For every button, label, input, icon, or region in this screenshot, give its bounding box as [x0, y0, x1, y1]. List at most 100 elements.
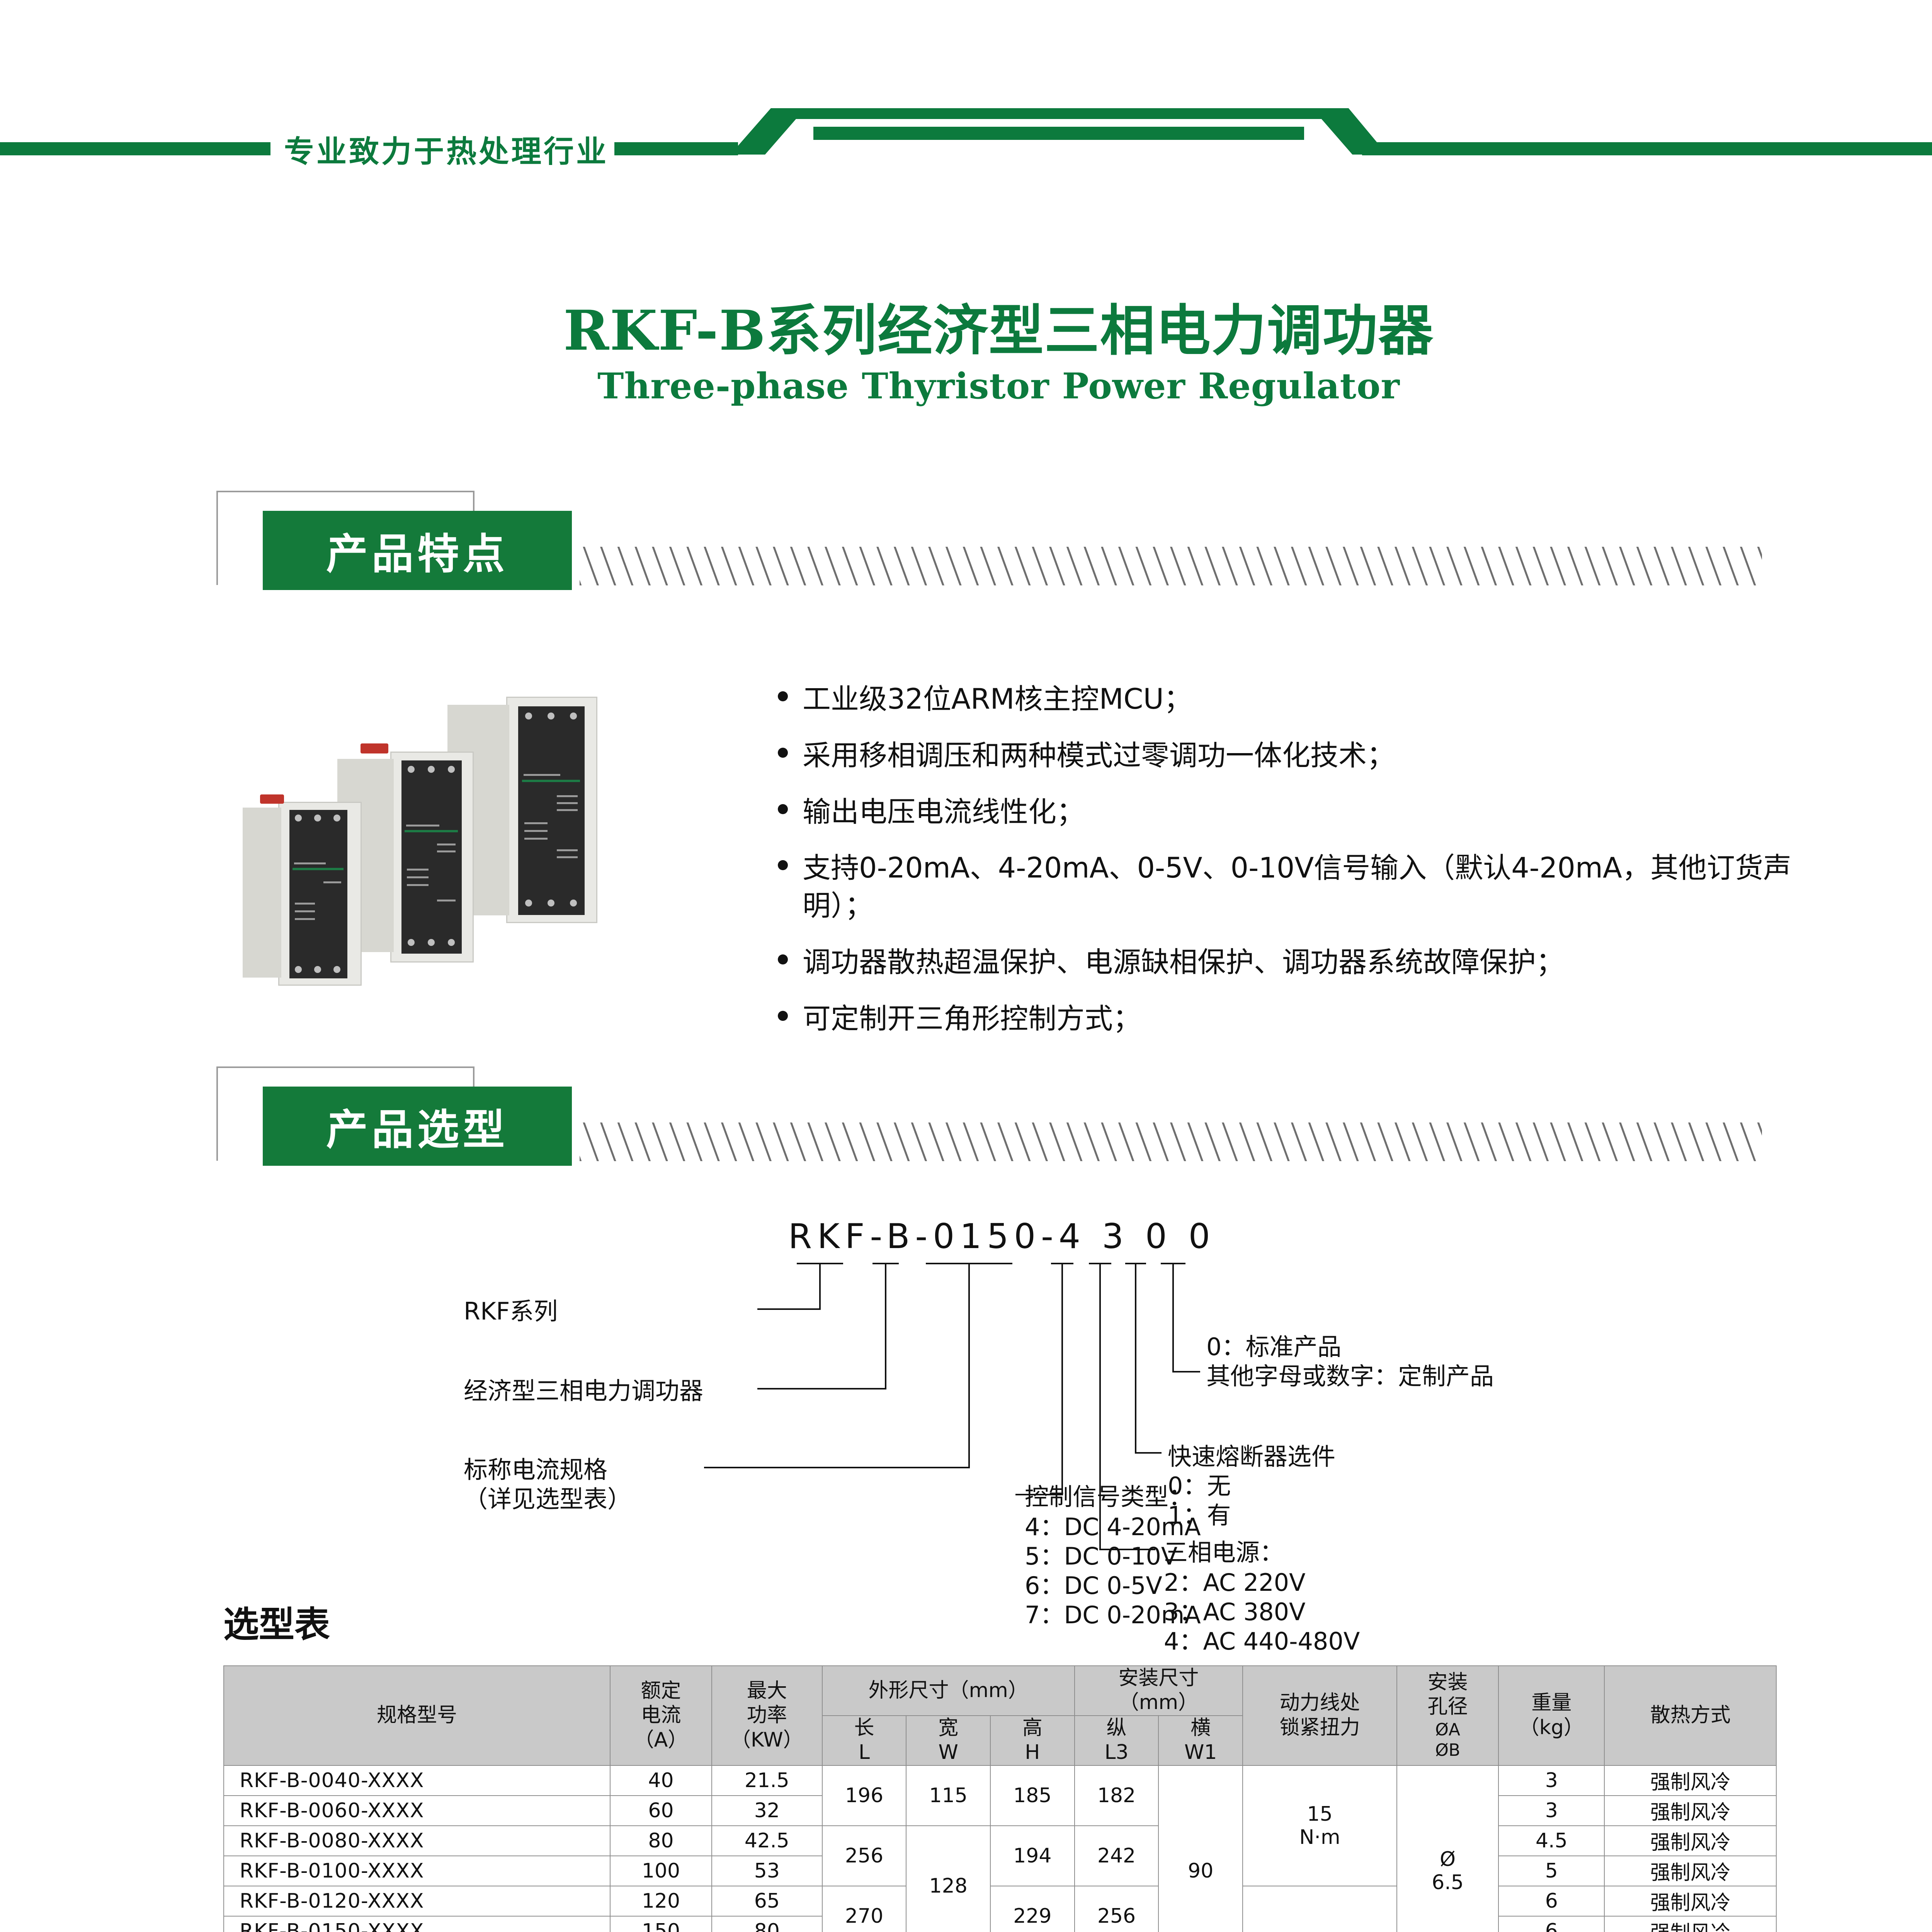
led-indicator — [570, 900, 577, 906]
hatch-decoration-features — [580, 547, 1762, 585]
model-label-fuse-0: 0：无 — [1168, 1472, 1231, 1500]
th-w1: 横 W1 — [1158, 1715, 1243, 1766]
model-label-signal-2: 6：DC 0-5V — [1025, 1571, 1162, 1600]
led-indicator — [448, 939, 455, 946]
cell-H: 194 — [990, 1825, 1075, 1886]
brand-stripe — [293, 868, 344, 870]
panel-print — [295, 910, 315, 912]
led-indicator — [408, 766, 415, 773]
terminal-cap — [260, 794, 284, 804]
panel-print — [524, 822, 548, 824]
header-chevron-decoration — [730, 108, 1387, 155]
th-install-dim-l1: 安装尺寸 — [1118, 1667, 1199, 1690]
product-photo — [240, 670, 696, 986]
cell-model: RKF-B-0150-XXXX — [223, 1915, 611, 1932]
model-code-leader-lines — [704, 1263, 1200, 1550]
list-item: 输出电压电流线性化； — [775, 793, 1857, 831]
th-l3-cn: 纵 — [1106, 1716, 1127, 1740]
cell-model: RKF-B-0080-XXXX — [223, 1825, 611, 1856]
th-width-sym: W — [938, 1741, 958, 1764]
panel-print — [295, 903, 315, 905]
hatch-decoration-selection — [580, 1122, 1762, 1161]
cell-model: RKF-B-0060-XXXX — [223, 1795, 611, 1826]
th-install-dimensions: 安装尺寸 （mm） — [1074, 1665, 1243, 1716]
cell-weight: 3 — [1498, 1765, 1605, 1796]
cell-H: 185 — [990, 1765, 1075, 1826]
th-hole-l1: 安装 — [1427, 1670, 1468, 1694]
th-length: 长 L — [821, 1715, 907, 1766]
panel-print — [437, 850, 456, 852]
th-hole-diameter: 安装 孔径 ØA ØB — [1396, 1665, 1499, 1766]
model-label-signal-title: 控制信号类型： — [1025, 1483, 1193, 1511]
feature-list: 工业级32位ARM核主控MCU； 采用移相调压和两种模式过零调功一体化技术； 输… — [759, 680, 1857, 1056]
panel-print — [437, 900, 456, 901]
th-weight-l1: 重量 — [1531, 1691, 1572, 1715]
cell-weight: 6 — [1498, 1885, 1605, 1917]
panel-print — [557, 856, 578, 858]
th-outer-dimensions: 外形尺寸（mm） — [821, 1665, 1075, 1716]
cell-cooling: 强制风冷 — [1604, 1855, 1777, 1886]
th-rated-current-l2: 电流 — [641, 1704, 681, 1727]
cell-max-power: 53 — [711, 1855, 823, 1886]
unit-front-panel — [289, 810, 347, 978]
model-label-current-note: （详见选型表） — [464, 1485, 632, 1513]
th-rated-current-l3: （A） — [634, 1728, 688, 1752]
cell-model: RKF-B-0120-XXXX — [223, 1885, 611, 1917]
cell-L: 256 — [821, 1825, 907, 1886]
panel-print — [407, 876, 429, 878]
panel-print — [323, 881, 341, 883]
cell-L3: 256 — [1074, 1885, 1159, 1932]
cell-W1: 90 — [1158, 1765, 1243, 1932]
led-indicator — [548, 900, 554, 906]
th-w1-sym: W1 — [1184, 1741, 1217, 1764]
table-heading: 选型表 — [223, 1604, 330, 1645]
page-header: 专业致力于热处理行业 — [0, 0, 1932, 182]
led-indicator — [428, 766, 435, 773]
model-label-current: 标称电流规格 — [464, 1456, 608, 1484]
panel-print — [524, 838, 548, 840]
model-label-product: 经济型三相电力调功器 — [464, 1377, 704, 1405]
panel-print — [524, 830, 548, 832]
panel-print — [557, 802, 578, 804]
table-header-row-2: 长 L 宽 W 高 H 纵 L3 横 W1 — [224, 1715, 1776, 1766]
list-item: 调功器散热超温保护、电源缺相保护、调功器系统故障保护； — [775, 944, 1857, 981]
table-row: RKF-B-0040-XXXX 40 21.5 196 115 185 182 90 15 N·m… — [223, 1765, 1777, 1932]
header-rule-right — [1362, 142, 1932, 155]
th-max-power-l1: 最大 — [747, 1679, 787, 1702]
terminal-cap — [361, 743, 388, 753]
list-item: 工业级32位ARM核主控MCU； — [775, 680, 1857, 718]
th-cooling: 散热方式 — [1604, 1665, 1777, 1766]
cell-L3: 242 — [1074, 1825, 1159, 1886]
cell-rated-current: 120 — [609, 1885, 712, 1917]
led-indicator — [525, 900, 532, 906]
led-indicator — [448, 766, 455, 773]
model-label-fuse-title: 快速熔断器选件 — [1168, 1442, 1336, 1471]
list-item: 可定制开三角形控制方式； — [775, 1000, 1857, 1038]
cell-max-power: 80 — [711, 1915, 823, 1932]
th-torque-l1: 动力线处 — [1279, 1691, 1360, 1715]
cell-W: 128 — [906, 1825, 991, 1932]
page-title-en: Three-phase Thyristor Power Regulator — [597, 365, 1400, 407]
cell-L3: 182 — [1074, 1765, 1159, 1826]
cell-torque: 25N·m — [1242, 1885, 1398, 1932]
product-unit-large — [447, 697, 597, 923]
model-label-power-2: 4：AC 440-480V — [1164, 1627, 1360, 1655]
led-indicator — [428, 939, 435, 946]
model-label-signal-1: 5：DC 0-10V — [1025, 1542, 1178, 1570]
panel-print — [407, 869, 429, 871]
cell-torque: 15 N·m — [1242, 1765, 1398, 1886]
th-length-sym: L — [859, 1741, 870, 1764]
table-header-row-1: 规格型号 额定 电流 （A） 最大 功率 （KW） 外形尺寸（mm） 安装尺寸 … — [223, 1665, 1777, 1766]
model-label-power-0: 2：AC 220V — [1164, 1568, 1306, 1597]
cell-cooling: 强制风冷 — [1604, 1825, 1777, 1856]
th-height: 高 H — [990, 1715, 1075, 1766]
led-indicator — [408, 939, 415, 946]
unit-front-panel — [518, 706, 585, 915]
panel-print — [524, 774, 560, 776]
cell-max-power: 65 — [711, 1885, 823, 1917]
brand-stripe — [522, 780, 580, 782]
model-label-custom-0: 0：标准产品 — [1206, 1333, 1342, 1361]
led-indicator — [525, 713, 532, 719]
model-label-signal-3: 7：DC 0-20mA — [1025, 1601, 1201, 1629]
